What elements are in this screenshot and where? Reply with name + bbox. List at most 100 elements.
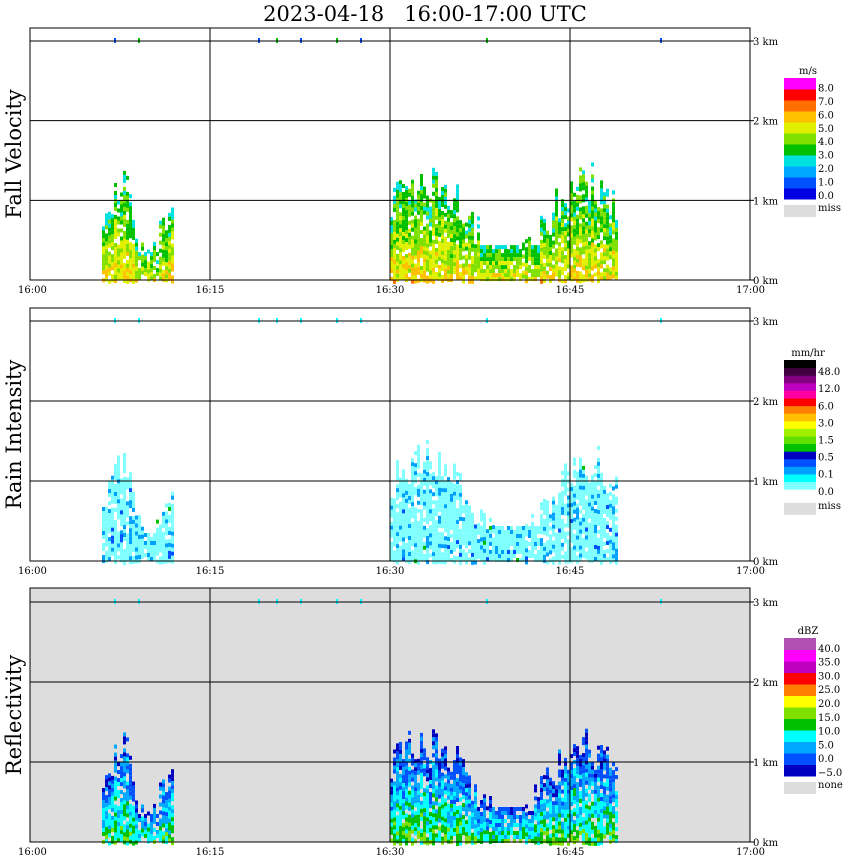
echo-cell <box>603 758 606 763</box>
echo-cell <box>423 497 426 502</box>
echo-cell <box>141 258 144 263</box>
echo-cell <box>429 274 432 279</box>
echo-cell <box>567 817 570 822</box>
echo-cell <box>582 214 585 219</box>
echo-cell <box>531 549 534 554</box>
echo-cell <box>531 831 534 835</box>
echo-cell <box>441 263 444 267</box>
echo-cell <box>468 251 471 256</box>
echo-cell <box>426 500 429 505</box>
echo-cell <box>612 218 615 223</box>
echo-cell <box>450 505 453 510</box>
echo-cell <box>150 553 153 557</box>
echo-cell <box>438 240 441 245</box>
echo-cell <box>585 197 588 202</box>
echo-cell <box>120 498 123 503</box>
echo-cell <box>156 834 159 838</box>
legend-label: 0.0 <box>818 487 834 498</box>
echo-cell <box>597 227 600 232</box>
echo-cell <box>450 525 453 530</box>
echo-cell <box>114 784 117 789</box>
echo-cell <box>552 785 555 790</box>
echo-cell <box>393 785 396 790</box>
echo-cell <box>582 489 585 494</box>
echo-cell <box>435 263 438 268</box>
echo-cell <box>525 812 528 817</box>
echo-cell <box>555 829 558 834</box>
echo-cell <box>495 839 498 843</box>
echo-cell <box>411 195 414 200</box>
echo-cell <box>459 560 462 565</box>
echo-cell <box>114 243 117 247</box>
echo-cell <box>399 825 402 830</box>
echo-cell <box>597 825 600 830</box>
echo-cell <box>537 841 540 846</box>
echo-cell <box>561 494 564 499</box>
echo-cell <box>597 279 600 284</box>
echo-cell <box>426 243 429 248</box>
echo-cell <box>168 252 171 257</box>
echo-cell <box>612 210 615 215</box>
echo-cell <box>552 544 555 549</box>
echo-cell <box>111 274 114 279</box>
echo-cell <box>477 248 480 253</box>
echo-cell <box>126 477 129 482</box>
echo-cell <box>504 558 507 562</box>
plot-frame-reflectivity <box>29 587 751 843</box>
echo-cell <box>570 810 573 815</box>
echo-cell <box>582 222 585 227</box>
echo-cell <box>171 543 174 548</box>
echo-cell <box>423 808 426 813</box>
echo-cell <box>171 207 174 212</box>
echo-cell <box>603 810 606 815</box>
echo-cell <box>594 805 597 810</box>
echo-cell <box>498 265 501 270</box>
echo-cell <box>468 835 471 840</box>
echo-cell <box>444 810 447 815</box>
echo-cell <box>393 530 396 535</box>
echo-cell <box>522 554 525 558</box>
echo-cell <box>552 548 555 553</box>
echo-cell <box>402 485 405 490</box>
echo-cell <box>129 266 132 271</box>
echo-cell <box>546 254 549 259</box>
echo-cell <box>471 524 474 529</box>
echo-cell <box>585 732 588 737</box>
time-tick-label: 16:30 <box>376 285 405 296</box>
echo-cell <box>606 236 609 241</box>
echo-cell <box>390 277 393 281</box>
echo-cell <box>609 239 612 244</box>
echo-cell <box>591 761 594 766</box>
echo-cell <box>444 556 447 561</box>
echo-cell <box>162 531 165 536</box>
echo-cell <box>540 279 543 284</box>
echo-cell <box>432 548 435 553</box>
echo-cell <box>555 833 558 838</box>
echo-cell <box>489 808 492 812</box>
echo-cell <box>159 544 162 549</box>
echo-cell <box>504 534 507 538</box>
echo-cell <box>129 771 132 776</box>
echo-cell <box>102 507 105 511</box>
echo-cell <box>576 770 579 775</box>
echo-cell <box>576 802 579 807</box>
echo-cell <box>102 535 105 539</box>
echo-cell <box>165 539 168 544</box>
echo-cell <box>123 772 126 777</box>
echo-cell <box>399 180 402 185</box>
echo-cell <box>492 537 495 542</box>
echo-cell <box>393 797 396 802</box>
echo-cell <box>588 761 591 766</box>
echo-cell <box>558 218 561 223</box>
echo-cell <box>153 533 156 537</box>
echo-cell <box>600 504 603 509</box>
echo-cell <box>543 799 546 804</box>
echo-cell <box>447 477 450 482</box>
echo-cell <box>153 807 156 812</box>
echo-cell <box>105 241 108 246</box>
echo-cell <box>549 263 552 267</box>
echo-cell <box>129 755 132 760</box>
echo-cell <box>426 556 429 561</box>
echo-cell <box>549 235 552 239</box>
echo-cell <box>555 236 558 241</box>
